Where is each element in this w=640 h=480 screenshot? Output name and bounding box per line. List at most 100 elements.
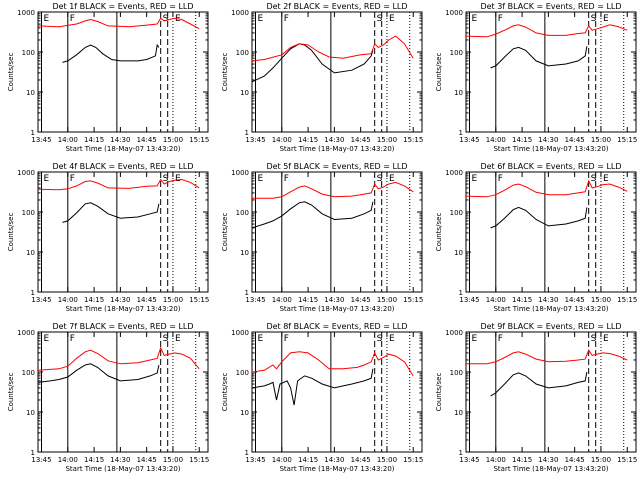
chart-panel-5: Det 5f BLACK = Events, RED = LLD 1 10 100 10…: [221, 162, 423, 313]
lld-series-line: [465, 179, 628, 198]
x-tick-label: 14:30: [324, 456, 344, 464]
x-tick-label: 14:15: [84, 136, 104, 144]
y-axis-label: Counts/sec: [7, 373, 15, 412]
chart-title: Det 2f BLACK = Events, RED = LLD: [266, 2, 407, 11]
time-marker-label: S: [377, 14, 383, 24]
plot-frame: [37, 11, 209, 133]
y-tick-label: 100: [236, 369, 249, 377]
y-tick-label: 1: [459, 289, 463, 297]
x-tick-label: 14:15: [84, 296, 104, 304]
x-axis-label: Start Time (18-May-07 13:43:20): [279, 305, 394, 313]
time-marker-label: F: [70, 334, 75, 344]
x-tick-label: 15:15: [617, 136, 637, 144]
x-tick-label: 14:45: [351, 296, 371, 304]
time-marker-label: E: [389, 174, 395, 184]
time-marker-label: E: [44, 174, 50, 184]
y-tick-label: 1000: [17, 169, 35, 177]
chart-title: Det 4f BLACK = Events, RED = LLD: [52, 162, 193, 171]
events-series-line: [37, 363, 160, 383]
time-marker-label: E: [472, 334, 478, 344]
y-tick-label: 10: [454, 249, 463, 257]
x-tick-label: 14:15: [298, 456, 318, 464]
x-tick-label: 14:15: [512, 456, 532, 464]
x-axis-label: Start Time (18-May-07 13:43:20): [65, 145, 180, 153]
plot-frame: [465, 11, 637, 133]
lld-series-line: [37, 178, 200, 191]
x-tick-label: 15:15: [403, 136, 423, 144]
x-tick-label: 13:45: [245, 296, 265, 304]
time-marker-label: E: [175, 334, 181, 344]
x-tick-label: 14:30: [324, 296, 344, 304]
x-tick-label: 14:30: [324, 136, 344, 144]
time-marker-label: E: [44, 334, 50, 344]
y-axis-label: Counts/sec: [7, 53, 15, 92]
y-tick-label: 10: [240, 249, 249, 257]
chart-title: Det 6f BLACK = Events, RED = LLD: [480, 162, 621, 171]
y-tick-label: 10: [240, 409, 249, 417]
y-tick-label: 100: [22, 49, 35, 57]
x-tick-label: 14:45: [137, 456, 157, 464]
y-tick-label: 1: [31, 289, 35, 297]
events-series-line: [490, 206, 588, 229]
time-marker-label: S: [591, 174, 597, 184]
x-tick-label: 14:15: [84, 456, 104, 464]
x-tick-label: 14:30: [110, 456, 130, 464]
y-tick-label: 1000: [231, 169, 249, 177]
x-tick-label: 14:30: [538, 136, 558, 144]
y-axis-label: Counts/sec: [435, 213, 443, 252]
x-tick-label: 15:15: [189, 296, 209, 304]
x-axis-label: Start Time (18-May-07 13:43:20): [493, 305, 608, 313]
y-tick-label: 1: [245, 129, 249, 137]
x-tick-label: 14:45: [351, 136, 371, 144]
y-tick-label: 10: [240, 89, 249, 97]
chart-panel-3: Det 3f BLACK = Events, RED = LLD 1 10 100 10…: [435, 2, 637, 153]
chart-panel-8: Det 8f BLACK = Events, RED = LLD 1 10 100 10…: [221, 322, 423, 473]
y-tick-label: 100: [22, 369, 35, 377]
y-axis-label: Counts/sec: [435, 373, 443, 412]
x-tick-label: 14:00: [486, 456, 506, 464]
y-tick-label: 100: [450, 49, 463, 57]
chart-title: Det 3f BLACK = Events, RED = LLD: [480, 2, 621, 11]
time-marker-label: F: [70, 174, 75, 184]
events-series-line: [62, 202, 160, 223]
x-tick-label: 15:00: [163, 296, 183, 304]
x-tick-label: 15:00: [377, 296, 397, 304]
x-tick-label: 13:45: [459, 296, 479, 304]
events-series-line: [62, 43, 160, 63]
x-tick-label: 14:15: [512, 296, 532, 304]
plot-frame: [465, 331, 637, 453]
time-marker-label: F: [498, 174, 503, 184]
time-marker-label: F: [284, 334, 289, 344]
lld-series-line: [466, 349, 628, 365]
time-marker-label: E: [389, 14, 395, 24]
x-tick-label: 14:00: [272, 136, 292, 144]
x-tick-label: 13:45: [459, 136, 479, 144]
y-tick-label: 10: [26, 89, 35, 97]
time-marker-label: E: [175, 174, 181, 184]
y-tick-label: 1000: [445, 329, 463, 337]
y-axis-label: Counts/sec: [7, 213, 15, 252]
time-marker-label: E: [258, 174, 264, 184]
x-axis-label: Start Time (18-May-07 13:43:20): [279, 145, 394, 153]
y-tick-label: 1: [31, 129, 35, 137]
time-marker-label: E: [44, 14, 50, 24]
plot-frame: [37, 171, 209, 293]
y-tick-label: 1000: [445, 9, 463, 17]
y-tick-label: 10: [26, 249, 35, 257]
x-tick-label: 13:45: [245, 136, 265, 144]
x-axis-label: Start Time (18-May-07 13:43:20): [279, 465, 394, 473]
chart-panel-9: Det 9f BLACK = Events, RED = LLD 1 10 100 10…: [435, 322, 637, 473]
x-tick-label: 13:45: [459, 456, 479, 464]
chart-title: Det 5f BLACK = Events, RED = LLD: [266, 162, 407, 171]
time-marker-label: F: [498, 14, 503, 24]
y-tick-label: 1: [459, 129, 463, 137]
x-tick-label: 15:15: [189, 456, 209, 464]
x-tick-label: 14:30: [110, 136, 130, 144]
y-tick-label: 1000: [231, 329, 249, 337]
time-marker-label: E: [472, 174, 478, 184]
y-tick-label: 1000: [445, 169, 463, 177]
plot-frame: [465, 171, 637, 293]
lld-series-line: [465, 24, 628, 38]
x-tick-label: 14:45: [137, 136, 157, 144]
x-tick-label: 14:00: [272, 456, 292, 464]
